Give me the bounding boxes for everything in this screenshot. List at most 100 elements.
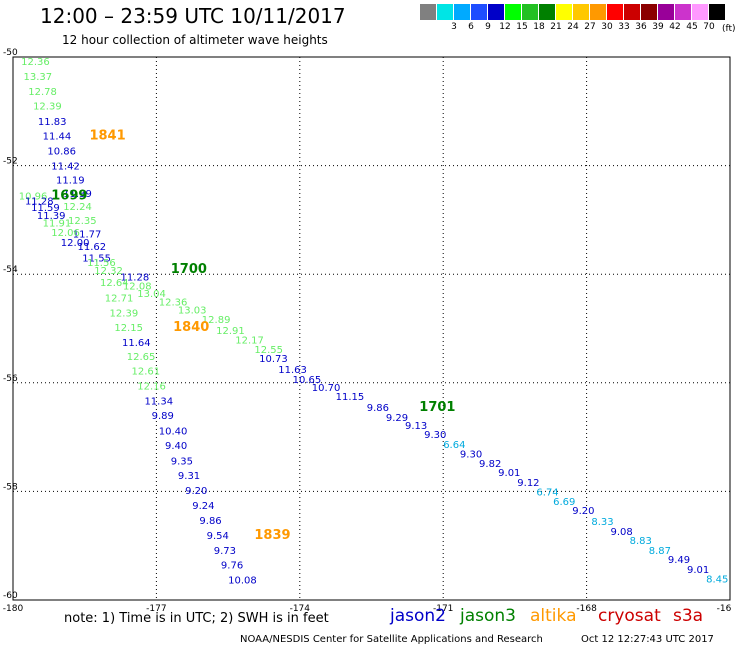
- legend-swatch: [624, 4, 641, 20]
- wave-height-label: 9.24: [192, 501, 214, 512]
- wave-height-label: 10.73: [259, 354, 288, 365]
- wave-height-label: 12.89: [202, 315, 231, 326]
- wave-height-label: 12.91: [216, 326, 245, 337]
- wave-height-label: 6.69: [553, 497, 575, 508]
- wave-height-label: 13.37: [24, 72, 53, 83]
- legend-unit: (ft): [722, 24, 736, 34]
- wave-height-label: 12.39: [33, 102, 62, 113]
- legend-swatch: [692, 4, 709, 20]
- legend-label: 70: [703, 22, 715, 32]
- legend-label: 3: [451, 22, 457, 32]
- x-tick-label: -174: [290, 604, 311, 614]
- wave-height-label: 9.49: [668, 555, 690, 566]
- wave-height-label: 12.08: [123, 281, 152, 292]
- wave-height-label: 9.20: [572, 506, 594, 517]
- wave-height-label: 11.19: [56, 176, 85, 187]
- wave-height-label: 12.35: [68, 216, 97, 227]
- pass-number-label: 1840: [173, 320, 209, 335]
- wave-height-label: 11.83: [38, 117, 67, 128]
- wave-height-label: 10.86: [47, 147, 76, 158]
- y-tick-label: -50: [3, 48, 18, 58]
- satellite-label-altika: altika: [530, 606, 577, 626]
- y-tick-label: -52: [3, 157, 18, 167]
- wave-height-label: 11.42: [51, 161, 80, 172]
- wave-height-label: 9.13: [405, 421, 427, 432]
- wave-height-label: 12.15: [114, 323, 143, 334]
- pass-number-label: 1839: [254, 528, 290, 543]
- legend-swatch: [590, 4, 607, 20]
- legend-swatch: [505, 4, 522, 20]
- wave-height-label: 12.36: [159, 298, 188, 309]
- wave-height-label: 10.65: [293, 375, 322, 386]
- x-tick-label: -177: [146, 604, 166, 614]
- pass-number-label: 1701: [419, 400, 455, 415]
- wave-height-label: 6.74: [536, 488, 558, 499]
- wave-height-label: 9.08: [611, 527, 633, 538]
- wave-height-label: 9.30: [460, 450, 482, 461]
- legend-swatch: [454, 4, 471, 20]
- y-tick-label: -60: [3, 591, 18, 601]
- legend-swatch: [573, 4, 590, 20]
- legend-label: 21: [550, 22, 562, 32]
- pass-number-label: 1699: [51, 188, 87, 203]
- x-tick-label: -180: [3, 604, 24, 614]
- wave-height-label: 13.04: [137, 289, 166, 300]
- wave-height-label: 12.36: [21, 57, 50, 68]
- wave-height-legend: 3 6 9 12 15 18 21 24 27 30 33 36 39 42 45 70 (ft): [420, 4, 736, 34]
- wave-height-label: 9.30: [424, 430, 446, 441]
- wave-height-label: 12.17: [235, 336, 264, 347]
- pass-number-label: 1841: [89, 129, 125, 144]
- pass-number-label: 1700: [171, 262, 207, 277]
- wave-height-label: 11.28: [25, 197, 54, 208]
- legend-swatch: [556, 4, 573, 20]
- x-tick-label: -16: [717, 604, 732, 614]
- wave-height-labels: 12.36 13.37 12.78 12.39 11.83 11.44 1841 10.86 1…: [19, 57, 729, 587]
- legend-swatches: [420, 4, 730, 20]
- wave-height-label: 11.15: [336, 392, 365, 403]
- wave-height-label: 12.39: [110, 309, 139, 320]
- wave-height-label: 9.31: [178, 471, 200, 482]
- wave-height-label: 9.20: [185, 486, 207, 497]
- wave-height-label: 12.24: [63, 202, 92, 213]
- legend-swatch: [709, 4, 726, 20]
- legend-label: 30: [601, 22, 613, 32]
- y-tick-label: -54: [3, 265, 18, 275]
- y-tick-label: -56: [3, 374, 18, 384]
- satellite-label-s3a: s3a: [673, 606, 704, 626]
- wave-height-label: 11.55: [82, 254, 111, 265]
- wave-height-label: 9.76: [221, 561, 243, 572]
- legend-labels: 3 6 9 12 15 18 21 24 27 30 33 36 39 42 45 70: [420, 20, 730, 34]
- x-tick-label: -168: [576, 604, 597, 614]
- legend-swatch: [539, 4, 556, 20]
- wave-height-label: 10.08: [228, 576, 257, 587]
- wave-height-label: 11.59: [31, 203, 60, 214]
- footer-credit: NOAA/NESDIS Center for Satellite Applica…: [240, 634, 543, 645]
- wave-height-label: 11.77: [73, 229, 102, 240]
- wave-height-label: 9.35: [171, 456, 193, 467]
- wave-height-label: 12.71: [105, 293, 134, 304]
- wave-height-label: 9.86: [367, 403, 389, 414]
- wave-height-label: 12.61: [132, 367, 161, 378]
- legend-label: 33: [618, 22, 630, 32]
- wave-height-label: 10.40: [159, 426, 188, 437]
- wave-height-label: 8.33: [591, 517, 613, 528]
- x-tick-label: -171: [433, 604, 453, 614]
- legend-swatch: [471, 4, 488, 20]
- wave-height-label: 6.64: [443, 440, 465, 451]
- legend-swatch: [641, 4, 658, 20]
- legend-swatch: [420, 4, 437, 20]
- wave-height-label: 11.28: [121, 273, 150, 284]
- legend-swatch: [437, 4, 454, 20]
- wave-height-label: 8.45: [706, 575, 728, 586]
- wave-height-label: 9.12: [517, 478, 539, 489]
- wave-height-label: 9.01: [498, 468, 520, 479]
- map-subtitle: 12 hour collection of altimeter wave hei…: [62, 33, 328, 47]
- legend-swatch: [675, 4, 692, 20]
- legend-swatch: [522, 4, 539, 20]
- legend-label: 15: [516, 22, 528, 32]
- wave-height-label: 9.89: [152, 411, 174, 422]
- wave-height-label: 11.44: [43, 132, 72, 143]
- wave-height-label: 11.64: [122, 338, 151, 349]
- footer-timestamp: Oct 12 12:27:43 UTC 2017: [581, 634, 714, 645]
- wave-height-label: 9.54: [207, 531, 229, 542]
